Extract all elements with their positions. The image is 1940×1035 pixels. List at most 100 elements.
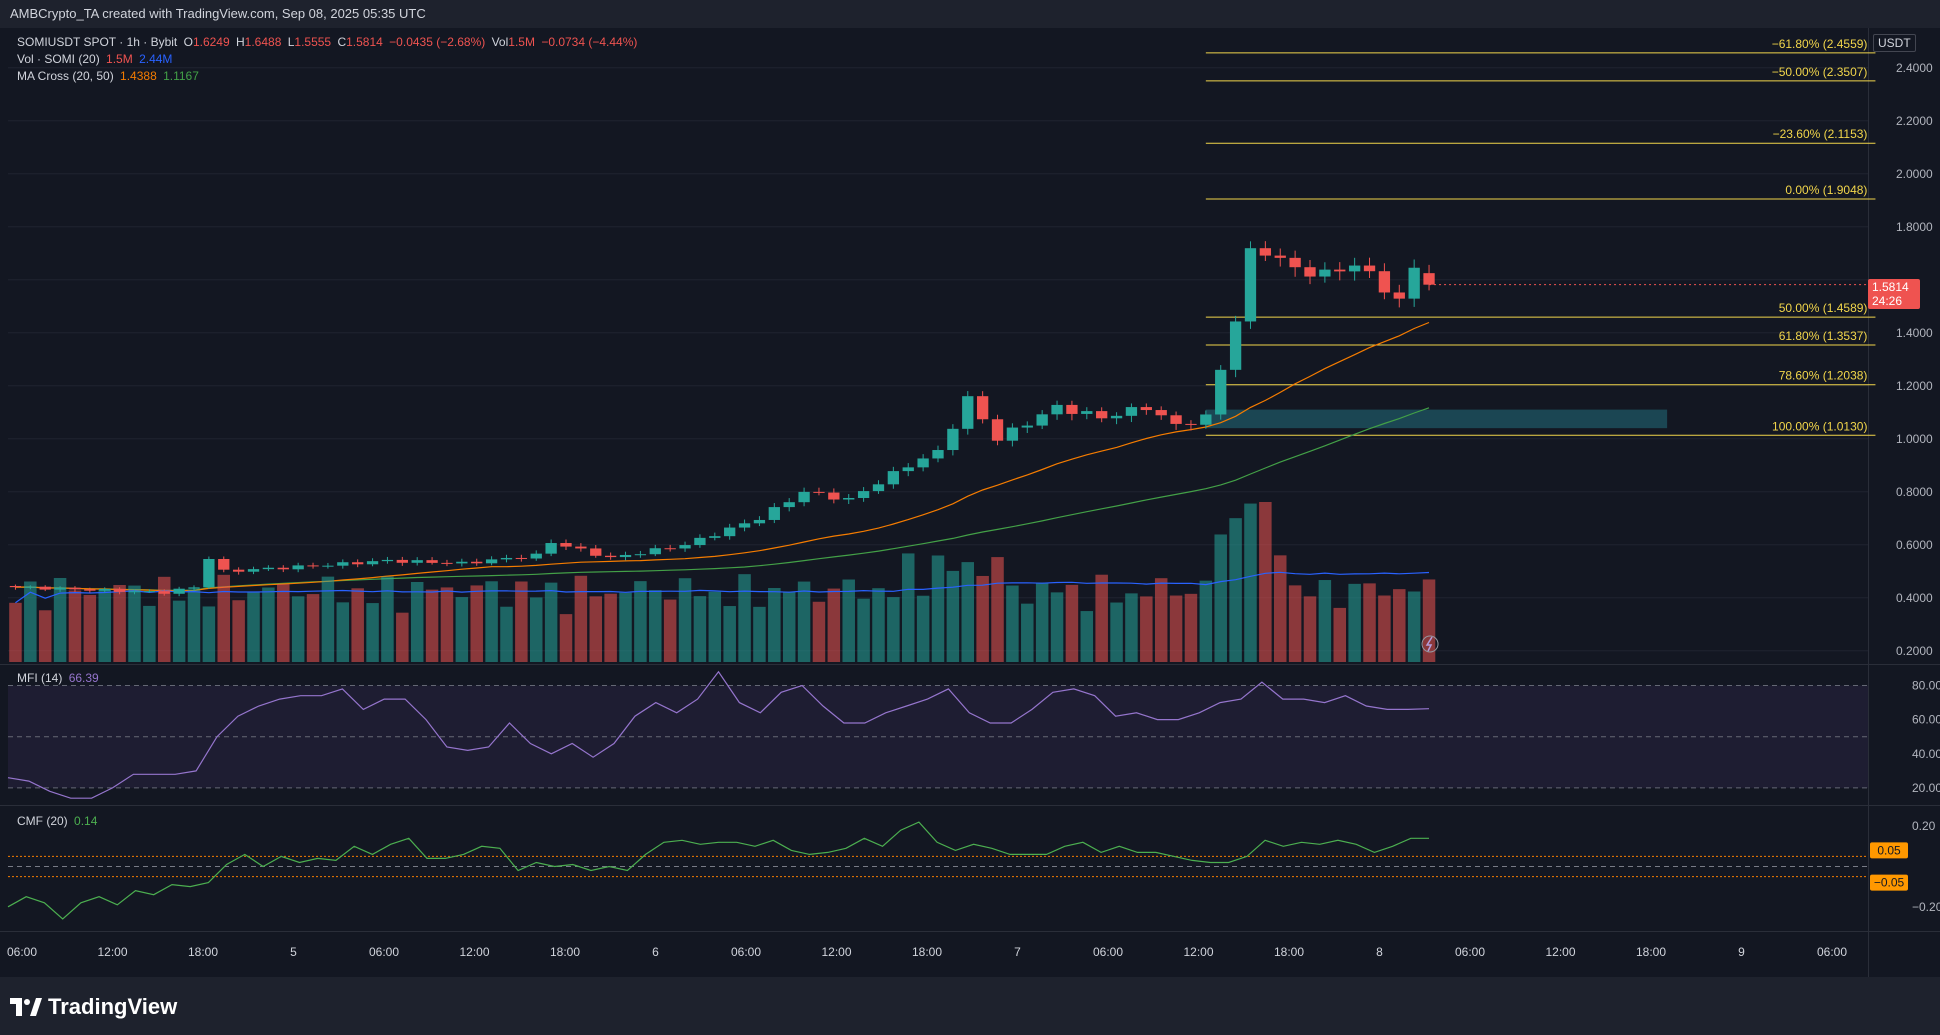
price-tick-label: 2.0000 <box>1896 167 1933 181</box>
volume-bar <box>1140 596 1153 662</box>
cmf-tick-label: −0.20 <box>1912 900 1940 914</box>
volume-bar <box>291 596 305 662</box>
candle-body <box>828 492 840 500</box>
candle-body <box>1036 414 1048 426</box>
tradingview-logo[interactable]: TradingView <box>10 994 177 1020</box>
ma-cross-title[interactable]: MA Cross (20, 50) <box>17 69 114 83</box>
volume-bar <box>485 581 498 662</box>
candle-body <box>575 546 587 549</box>
time-axis-label: 18:00 <box>188 945 218 959</box>
ohlc-o-value: 1.6249 <box>192 35 230 49</box>
tradingview-logo-text: TradingView <box>48 994 178 1019</box>
volume-bar <box>277 584 290 662</box>
volume-bar <box>24 581 37 662</box>
candle-body <box>1185 423 1197 425</box>
candle-body <box>247 569 260 572</box>
cmf-ref-badge <box>1870 874 1908 891</box>
candle-body <box>991 419 1004 441</box>
price-legend: SOMIUSDT SPOT · 1h · Bybit O1.6249 H1.64… <box>17 35 640 49</box>
candle-body <box>1200 414 1212 425</box>
time-axis-label: 12:00 <box>1183 945 1213 959</box>
candle-body <box>679 545 691 549</box>
volume-bar <box>723 606 736 662</box>
candle-body <box>530 553 542 559</box>
volume-bar <box>901 553 915 662</box>
mfi-legend: MFI (14) 66.39 <box>17 671 102 685</box>
volume-bar <box>83 594 97 662</box>
candle-body <box>99 588 111 591</box>
volume-bar <box>113 585 126 662</box>
candle-body <box>1229 321 1242 370</box>
candle-body <box>84 589 96 591</box>
volume-bar <box>232 600 245 662</box>
volume-bar <box>1095 574 1108 662</box>
volume-bar <box>1393 589 1406 662</box>
candle-body <box>1081 411 1093 414</box>
volume-bar <box>842 579 855 662</box>
volume-bar <box>604 593 617 662</box>
volume-bar <box>172 600 186 662</box>
tradingview-logo-icon <box>10 998 42 1016</box>
volume-bar <box>262 587 275 662</box>
symbol-title[interactable]: SOMIUSDT SPOT · 1h · Bybit <box>17 35 178 49</box>
fib-level-label: 0.00% (1.9048) <box>1785 183 1867 197</box>
cmf-title[interactable]: CMF (20) <box>17 814 68 828</box>
price-tick-label: 0.8000 <box>1896 485 1933 499</box>
time-axis-label: 18:00 <box>1636 945 1666 959</box>
volume-bar <box>1184 593 1198 662</box>
candle-body <box>381 559 394 562</box>
volume-bar <box>470 585 483 662</box>
candle-body <box>1096 411 1108 419</box>
volume-bar <box>1333 607 1347 662</box>
volume-bar <box>559 614 573 662</box>
candle-body <box>1274 255 1286 258</box>
volume-bar <box>455 597 469 662</box>
candle-body <box>917 458 929 468</box>
currency-button[interactable]: USDT <box>1873 34 1916 52</box>
price-tick-label: 0.2000 <box>1896 644 1933 658</box>
volume-title[interactable]: Vol · SOMI (20) <box>17 52 100 66</box>
volume-bar <box>693 596 707 662</box>
price-tick-label: 1.8000 <box>1896 220 1933 234</box>
time-axis-label: 06:00 <box>1817 945 1847 959</box>
ohlc-o-label: O <box>183 35 193 49</box>
candle-body <box>322 565 334 567</box>
volume-bar <box>649 590 662 662</box>
replay-icon-circle <box>1421 635 1439 653</box>
candle-body <box>798 491 810 503</box>
volume-bar <box>946 570 960 662</box>
volume-bar <box>247 591 260 662</box>
volume-bar <box>768 588 781 662</box>
ohlc-l-value: 1.5555 <box>294 35 332 49</box>
price-tick-label: 2.2000 <box>1896 114 1933 128</box>
volume-bar <box>1021 603 1034 662</box>
mfi-title[interactable]: MFI (14) <box>17 671 63 685</box>
candle-body <box>1215 369 1227 415</box>
last-price-badge: 1.5814 24:26 <box>1868 279 1920 309</box>
candle-body <box>1125 407 1138 416</box>
candle-body <box>1155 410 1167 416</box>
volume-bar <box>812 601 826 662</box>
candle-body <box>619 554 632 558</box>
time-axis-label: 8 <box>1376 945 1383 959</box>
volume-bar <box>9 602 22 662</box>
volume-bar <box>202 606 216 662</box>
candle-body <box>843 497 855 500</box>
candle-body <box>203 558 215 588</box>
time-axis-label: 9 <box>1738 945 1745 959</box>
time-axis-label: 7 <box>1014 945 1021 959</box>
volume-bar <box>1169 595 1183 662</box>
ma-fast-line <box>15 321 1430 592</box>
time-axis-label: 12:00 <box>1545 945 1575 959</box>
chart-canvas[interactable]: 2.4000 2.2000 2.0000 1.8000 1.4000 1.2000 1.00… <box>0 28 1940 977</box>
volume-bar <box>157 576 171 662</box>
ohlc-c-label: C <box>337 35 347 49</box>
volume-bar <box>1378 595 1391 662</box>
vol-value: 1.5M <box>508 35 535 49</box>
volume-bar <box>991 557 1004 662</box>
fib-level-label: 61.80% (1.3537) <box>1779 329 1868 343</box>
candle-body <box>158 591 170 594</box>
time-axis-label: 6 <box>652 945 659 959</box>
candle-body <box>411 560 423 563</box>
candle-body <box>1378 271 1391 293</box>
